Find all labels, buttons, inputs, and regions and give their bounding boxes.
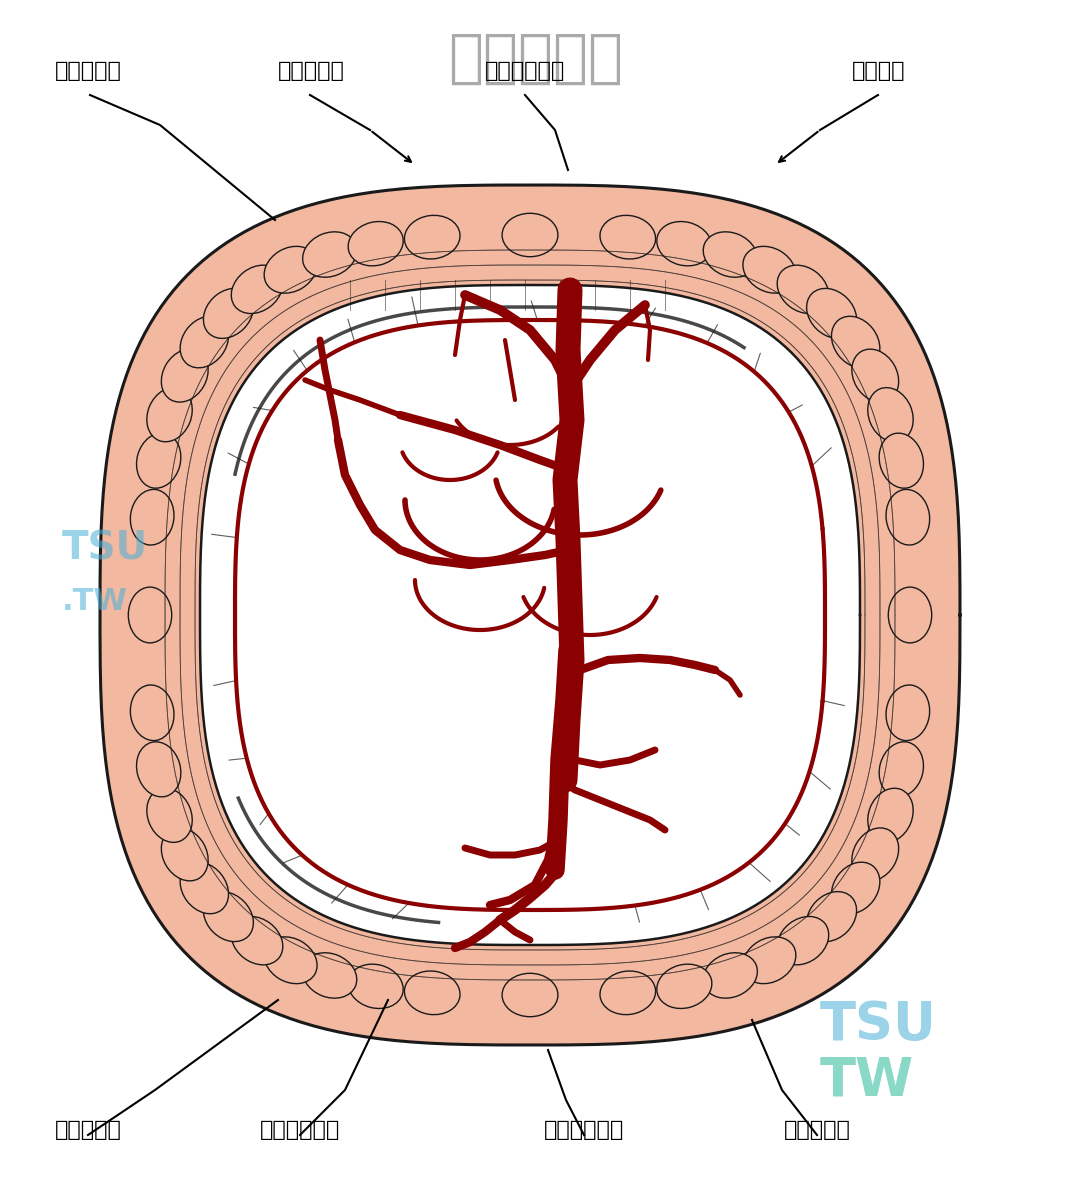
- Text: 回结肠动脉: 回结肠动脉: [55, 1121, 121, 1140]
- Ellipse shape: [348, 222, 403, 266]
- Ellipse shape: [404, 215, 460, 259]
- Ellipse shape: [204, 891, 253, 941]
- Ellipse shape: [264, 937, 317, 984]
- Text: 右结肠动脉: 右结肠动脉: [55, 62, 121, 81]
- Ellipse shape: [264, 247, 317, 293]
- Ellipse shape: [131, 685, 174, 741]
- Text: TW: TW: [820, 1054, 914, 1106]
- Ellipse shape: [887, 489, 929, 545]
- Ellipse shape: [180, 862, 228, 914]
- Ellipse shape: [867, 388, 913, 442]
- Ellipse shape: [852, 827, 898, 881]
- Ellipse shape: [703, 953, 758, 998]
- Ellipse shape: [889, 588, 932, 643]
- Text: 结肠中动脉: 结肠中动脉: [278, 62, 344, 81]
- Ellipse shape: [302, 231, 357, 278]
- Ellipse shape: [204, 288, 253, 338]
- Ellipse shape: [131, 489, 174, 545]
- Ellipse shape: [348, 964, 403, 1009]
- Ellipse shape: [832, 862, 880, 914]
- Ellipse shape: [703, 231, 758, 278]
- Ellipse shape: [657, 222, 712, 266]
- Text: 乙状结肠动脉: 乙状结肠动脉: [545, 1121, 624, 1140]
- Ellipse shape: [502, 214, 557, 256]
- Text: 边缘动脉: 边缘动脉: [852, 62, 906, 81]
- Ellipse shape: [147, 788, 192, 843]
- Ellipse shape: [852, 349, 898, 402]
- Text: 左结肠动脉: 左结肠动脉: [784, 1121, 850, 1140]
- Text: .TW: .TW: [62, 588, 128, 616]
- Ellipse shape: [404, 971, 460, 1015]
- Ellipse shape: [806, 288, 857, 338]
- Ellipse shape: [136, 433, 181, 488]
- Ellipse shape: [162, 349, 208, 402]
- Ellipse shape: [832, 316, 880, 368]
- Ellipse shape: [136, 742, 181, 796]
- Text: 肠系膜下动脉: 肠系膜下动脉: [260, 1121, 340, 1140]
- Ellipse shape: [600, 971, 656, 1015]
- Ellipse shape: [232, 916, 283, 965]
- Ellipse shape: [180, 316, 228, 368]
- Text: TSU: TSU: [820, 999, 937, 1050]
- Ellipse shape: [502, 973, 557, 1017]
- Ellipse shape: [600, 215, 656, 259]
- Ellipse shape: [887, 685, 929, 741]
- Ellipse shape: [162, 827, 208, 881]
- Ellipse shape: [806, 891, 857, 941]
- Text: 肠系膜上动脉: 肠系膜上动脉: [486, 62, 565, 81]
- Ellipse shape: [867, 788, 913, 843]
- Text: 天山医学院: 天山医学院: [448, 30, 624, 87]
- Polygon shape: [100, 185, 961, 1045]
- Ellipse shape: [129, 588, 172, 643]
- Ellipse shape: [777, 916, 829, 965]
- Ellipse shape: [147, 388, 192, 442]
- Ellipse shape: [777, 265, 829, 313]
- Ellipse shape: [879, 433, 923, 488]
- Ellipse shape: [302, 953, 357, 998]
- Ellipse shape: [232, 265, 283, 313]
- Ellipse shape: [743, 247, 795, 293]
- Ellipse shape: [657, 964, 712, 1009]
- Ellipse shape: [879, 742, 923, 796]
- Polygon shape: [200, 285, 860, 945]
- Ellipse shape: [743, 937, 795, 984]
- Text: TSU: TSU: [62, 531, 148, 569]
